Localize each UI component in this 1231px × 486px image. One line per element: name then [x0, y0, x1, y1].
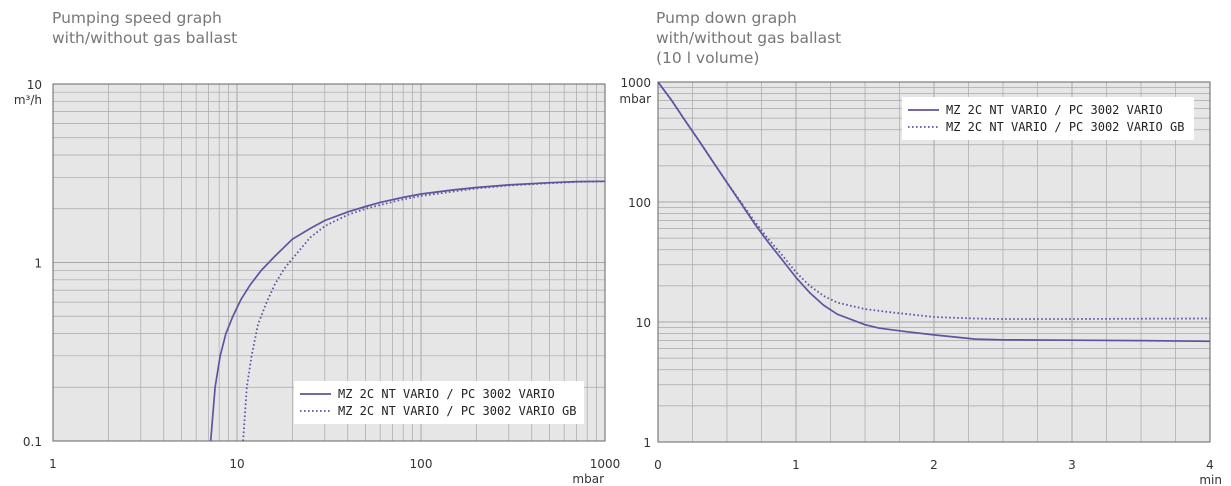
y-tick-label: 10: [636, 316, 651, 330]
x-unit-label: mbar: [572, 472, 604, 486]
series-line-standard: [209, 180, 606, 442]
x-tick-label: 0: [654, 458, 662, 472]
x-tick-label: 2: [930, 458, 938, 472]
pumping-speed-chart: 1 10 100 1000 0.1 1 10 mbar m³/h MZ 2C NT VARIO /…: [14, 78, 620, 486]
series-line-gas-ballast: [657, 81, 1211, 320]
y-unit-label: mbar: [619, 92, 651, 106]
chart-2-title: Pump down graph with/without gas ballast…: [656, 9, 842, 67]
x-tick-label: 100: [410, 457, 433, 471]
legend: MZ 2C NT VARIO / PC 3002 VARIO MZ 2C NT V…: [294, 381, 584, 424]
x-tick-label: 1000: [590, 457, 621, 471]
x-tick-label: 10: [229, 457, 244, 471]
legend-entry-label: MZ 2C NT VARIO / PC 3002 VARIO: [946, 103, 1163, 117]
legend-entry-label: MZ 2C NT VARIO / PC 3002 VARIO GB: [338, 404, 576, 418]
x-tick-label: 1: [49, 457, 57, 471]
y-tick-label: 1: [34, 257, 42, 271]
x-unit-label: min: [1199, 473, 1222, 486]
x-tick-label: 3: [1068, 458, 1076, 472]
legend: MZ 2C NT VARIO / PC 3002 VARIO MZ 2C NT V…: [902, 97, 1194, 140]
chart-1-title: Pumping speed graph with/without gas bal…: [52, 9, 238, 47]
y-tick-label: 1000: [620, 76, 651, 90]
y-tick-label: 100: [628, 196, 651, 210]
x-tick-label: 4: [1206, 458, 1214, 472]
plot-frame: [52, 83, 606, 442]
legend-box: [902, 97, 1194, 140]
x-tick-label: 1: [792, 458, 800, 472]
plot-frame: [657, 81, 1211, 443]
y-tick-label: 1: [643, 436, 651, 450]
legend-entry-label: MZ 2C NT VARIO / PC 3002 VARIO GB: [946, 120, 1184, 134]
legend-entry-label: MZ 2C NT VARIO / PC 3002 VARIO: [338, 387, 555, 401]
legend-box: [294, 381, 584, 424]
series-line-gas-ballast: [242, 180, 606, 442]
y-tick-label: 10: [27, 78, 42, 92]
y-unit-label: m³/h: [14, 93, 42, 107]
y-tick-label: 0.1: [23, 435, 42, 449]
